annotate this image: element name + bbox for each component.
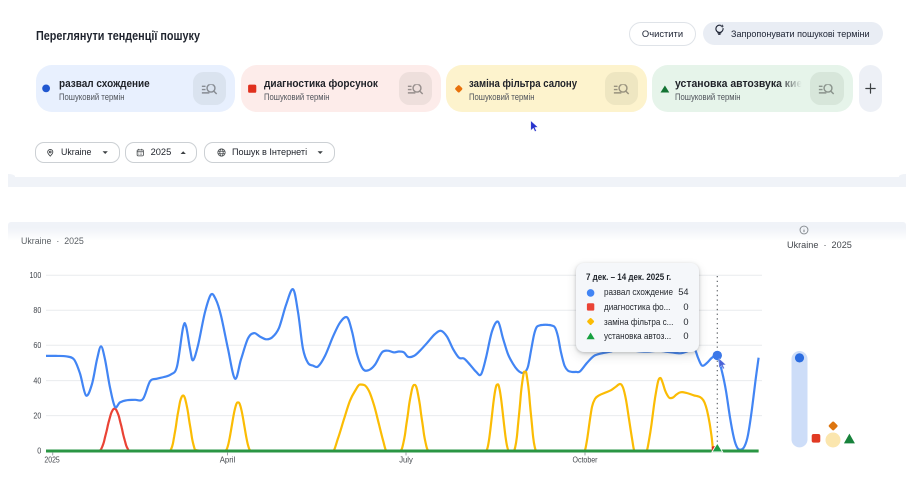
svg-text:July: July xyxy=(399,455,413,465)
svg-text:2025: 2025 xyxy=(44,455,60,465)
svg-text:40: 40 xyxy=(33,376,41,386)
svg-text:20: 20 xyxy=(33,411,41,421)
svg-text:0: 0 xyxy=(37,446,41,456)
svg-text:60: 60 xyxy=(33,340,41,350)
svg-text:80: 80 xyxy=(33,305,41,315)
svg-text:April: April xyxy=(220,455,236,465)
svg-text:October: October xyxy=(573,455,598,465)
svg-text:100: 100 xyxy=(30,270,42,280)
